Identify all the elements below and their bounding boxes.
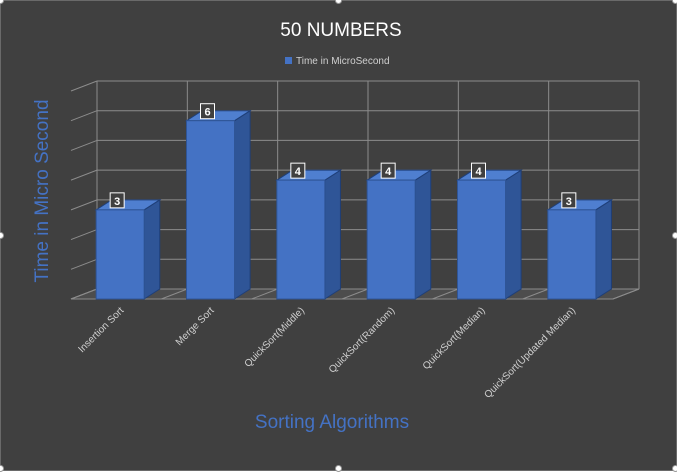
category-tick-label: QuickSort(Updated Median)	[483, 305, 578, 400]
category-tick-labels: Insertion Sort Merge Sort QuickSort(Middle…	[76, 305, 578, 401]
category-tick-label: QuickSort(Median)	[421, 305, 488, 372]
data-label-text: 4	[475, 166, 482, 178]
data-label: 4	[380, 162, 396, 179]
floor-divider	[70, 288, 98, 300]
floor-divider	[341, 288, 369, 300]
bar-front	[547, 209, 597, 300]
data-label-text: 4	[295, 166, 302, 178]
gridline-side	[70, 169, 98, 181]
data-label: 3	[109, 192, 125, 209]
bar	[94, 198, 162, 300]
data-label: 4	[471, 162, 486, 179]
bar-side	[143, 198, 161, 300]
data-label: 4	[290, 162, 306, 179]
bar-side	[595, 198, 612, 300]
data-labels: 3 6 4 4 4 3	[109, 103, 577, 209]
bar-front	[366, 179, 416, 300]
bar-side	[414, 169, 432, 300]
bar-front	[276, 179, 326, 300]
bar	[184, 109, 252, 300]
floor-divider	[251, 288, 278, 300]
resize-handle-right[interactable]	[672, 232, 677, 239]
data-label: 6	[200, 103, 215, 120]
bar	[455, 169, 523, 300]
bar-front	[457, 179, 506, 300]
data-label-text: 6	[204, 107, 210, 119]
data-label-box	[200, 103, 215, 120]
category-tick-label: QuickSort(Random)	[327, 305, 397, 375]
floor-divider	[161, 288, 188, 300]
gridline-side	[70, 110, 98, 122]
bar	[275, 169, 343, 300]
legend-series-label: Time in MicroSecond	[296, 56, 390, 67]
bar	[365, 169, 433, 300]
gridline-side	[70, 229, 98, 241]
data-label-box	[471, 162, 486, 179]
data-label-box	[561, 192, 577, 209]
bars	[94, 109, 614, 300]
bar-front	[186, 120, 235, 300]
data-label-box	[380, 162, 396, 179]
data-label-box	[109, 192, 125, 209]
gridline-side	[70, 80, 98, 92]
gridline-side	[70, 258, 98, 270]
y-axis-title[interactable]: Time in Micro Second	[32, 99, 53, 282]
data-label: 3	[561, 192, 577, 209]
floor-divider	[432, 288, 459, 300]
data-label-text: 3	[114, 196, 120, 208]
category-tick-label: Merge Sort	[174, 305, 217, 348]
bar	[546, 198, 614, 300]
data-label-text: 3	[566, 196, 572, 208]
bar-side	[505, 169, 522, 300]
legend-swatch	[285, 57, 292, 64]
resize-handle-top-right[interactable]	[672, 0, 677, 4]
resize-handle-top[interactable]	[335, 0, 342, 4]
bar-side	[324, 169, 341, 300]
x-axis-title[interactable]: Sorting Algorithms	[255, 412, 409, 433]
floor-divider	[612, 288, 640, 300]
resize-handle-left[interactable]	[0, 232, 4, 239]
gridline-side	[70, 199, 98, 211]
resize-handle-top-left[interactable]	[0, 0, 4, 4]
data-label-text: 4	[385, 166, 392, 178]
category-tick-label: QuickSort(Middle)	[243, 305, 307, 369]
category-tick-label: Insertion Sort	[76, 305, 126, 355]
data-label-box	[290, 162, 306, 179]
bar-side	[234, 109, 251, 300]
bar-front	[95, 209, 145, 300]
chart-title[interactable]: 50 NUMBERS	[280, 20, 401, 41]
gridline-side	[70, 139, 98, 151]
floor-divider	[522, 288, 549, 300]
legend[interactable]: Time in MicroSecond	[285, 56, 390, 67]
